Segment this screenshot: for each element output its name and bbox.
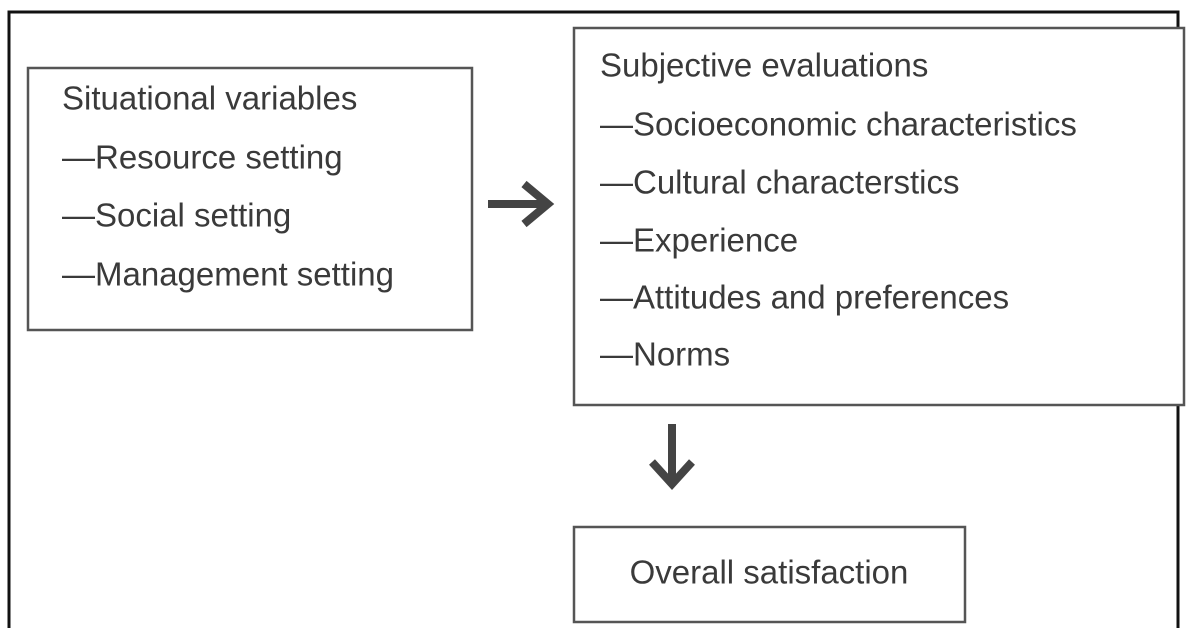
node-item: —Cultural characterstics [600, 164, 959, 201]
node-title: Situational variables [62, 80, 357, 117]
node-item: —Norms [600, 336, 730, 373]
node-item: —Management setting [62, 256, 394, 293]
node-title: Overall satisfaction [630, 554, 909, 591]
node-item: —Resource setting [62, 139, 343, 176]
satisfaction-box [572, 525, 967, 624]
situational-box [26, 66, 474, 332]
arrow-right [488, 180, 555, 228]
node-title: Subjective evaluations [600, 47, 928, 84]
node-item: —Attitudes and preferences [600, 279, 1009, 316]
subjective-box [572, 26, 1186, 407]
node-item: —Experience [600, 222, 798, 259]
node-item: —Social setting [62, 197, 291, 234]
node-item: —Socioeconomic characteristics [600, 106, 1077, 143]
arrow-down [649, 424, 695, 490]
